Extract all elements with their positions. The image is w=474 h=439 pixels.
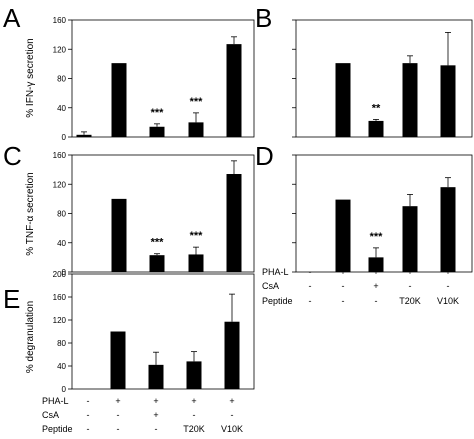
bar: [226, 174, 242, 272]
condition-cell: +: [373, 267, 378, 277]
condition-cell: +: [153, 410, 158, 420]
panel-letter-a: A: [3, 3, 21, 33]
panel-e-y-axis-label: % degranulation: [25, 301, 36, 373]
condition-cell: +: [340, 267, 345, 277]
y-tick-label: 160: [53, 151, 67, 160]
y-tick-label: 120: [53, 180, 67, 189]
condition-table-bottom-left: PHA-L CsA Peptide - + + + + - - + - - - …: [42, 396, 243, 434]
condition-cell: +: [191, 396, 196, 406]
y-tick-label: 200: [53, 270, 67, 279]
panel-letter-b: B: [255, 3, 272, 33]
condition-cell: T20K: [399, 296, 421, 306]
y-tick-label: 40: [57, 239, 66, 248]
bar: [76, 134, 92, 137]
condition-cell: -: [447, 281, 450, 291]
bar: [335, 199, 351, 272]
panel-letter-e: E: [3, 284, 20, 314]
panel-c-y-axis-label: % TNF-α secretion: [25, 172, 36, 255]
significance-marker: ***: [151, 237, 165, 249]
condition-cell: V10K: [437, 296, 459, 306]
panel-letter-d: D: [255, 141, 274, 171]
condition-table-top-right: PHA-L CsA Peptide - + + + + - - + - - - …: [262, 267, 459, 306]
bar: [149, 126, 165, 137]
y-tick-label: 0: [62, 385, 67, 394]
condition-label-phal: PHA-L: [42, 396, 69, 406]
condition-cell: -: [87, 410, 90, 420]
panel-e: 0 40 80 120 160 200: [53, 270, 255, 394]
condition-cell: +: [153, 396, 158, 406]
condition-cell: -: [309, 281, 312, 291]
condition-cell: +: [373, 281, 378, 291]
bar: [368, 257, 384, 272]
y-tick-label: 0: [62, 133, 67, 142]
condition-label-peptide: Peptide: [42, 424, 73, 434]
y-tick-label: 80: [57, 75, 66, 84]
condition-cell: -: [193, 410, 196, 420]
bar: [402, 206, 418, 272]
condition-cell: -: [155, 424, 158, 434]
y-tick-label: 120: [53, 316, 67, 325]
significance-marker: ***: [190, 230, 204, 242]
condition-label-csa: CsA: [262, 281, 279, 291]
bar: [224, 321, 240, 389]
bar: [188, 122, 204, 137]
panel-letter-c: C: [3, 141, 22, 171]
condition-cell: +: [407, 267, 412, 277]
bar: [110, 331, 126, 389]
panel-a-y-axis-label: % IFN-γ secretion: [25, 38, 36, 117]
bar: [335, 63, 351, 137]
y-tick-label: 80: [57, 339, 66, 348]
bar: [440, 187, 456, 272]
condition-cell: -: [342, 296, 345, 306]
panel-b: **: [292, 19, 473, 138]
condition-cell: -: [309, 296, 312, 306]
condition-cell: -: [117, 410, 120, 420]
bar: [226, 44, 242, 137]
condition-cell: -: [87, 396, 90, 406]
y-tick-label: 40: [57, 362, 66, 371]
bar: [440, 65, 456, 137]
bar: [368, 120, 384, 137]
condition-label-phal: PHA-L: [262, 267, 289, 277]
bar: [188, 254, 204, 272]
y-tick-label: 160: [53, 293, 67, 302]
y-tick-label: 120: [53, 45, 67, 54]
condition-cell: -: [117, 424, 120, 434]
significance-marker: ***: [190, 96, 204, 108]
bar: [148, 364, 164, 389]
y-tick-label: 0: [62, 268, 67, 277]
bar: [149, 255, 165, 272]
condition-cell: -: [87, 424, 90, 434]
panel-a: 0 40 80 120 160 *** ***: [53, 16, 255, 142]
bar: [402, 63, 418, 137]
condition-cell: -: [342, 281, 345, 291]
condition-cell: +: [229, 396, 234, 406]
y-tick-label: 40: [57, 104, 66, 113]
condition-cell: +: [445, 267, 450, 277]
condition-cell: -: [231, 410, 234, 420]
condition-cell: V10K: [221, 424, 243, 434]
bar: [111, 198, 127, 272]
condition-label-csa: CsA: [42, 410, 59, 420]
condition-cell: -: [409, 281, 412, 291]
y-tick-label: 160: [53, 16, 67, 25]
condition-cell: +: [115, 396, 120, 406]
bar: [111, 63, 127, 137]
significance-marker: **: [372, 102, 381, 114]
panel-c: 0 40 80 120 160 *** ***: [53, 151, 255, 277]
bar: [186, 361, 202, 389]
condition-cell: -: [375, 296, 378, 306]
condition-cell: T20K: [183, 424, 205, 434]
y-tick-label: 80: [57, 210, 66, 219]
panel-d: ***: [292, 154, 473, 273]
significance-marker: ***: [370, 231, 384, 243]
significance-marker: ***: [151, 107, 165, 119]
condition-cell: -: [309, 267, 312, 277]
condition-label-peptide: Peptide: [262, 296, 293, 306]
